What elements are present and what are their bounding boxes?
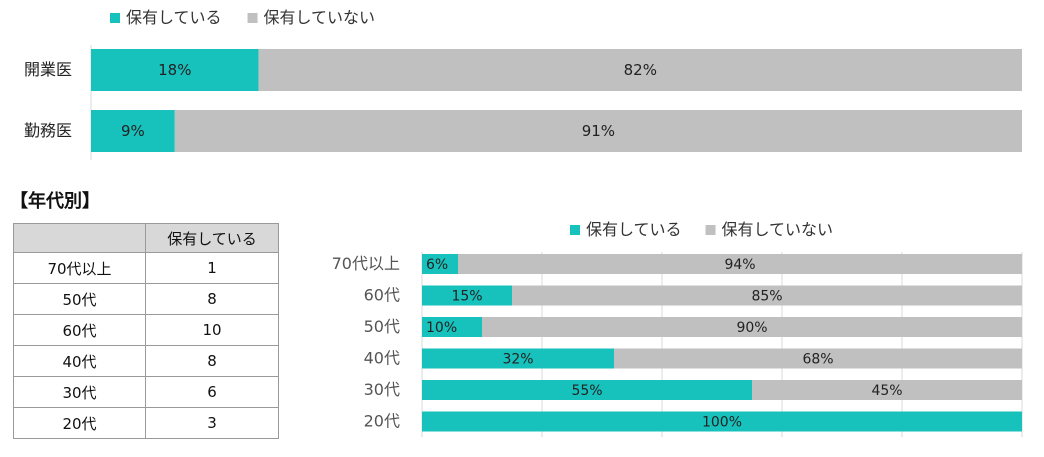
table-cell-count: 6: [145, 376, 279, 408]
legend-label: 保有していない: [722, 220, 834, 239]
section-title-age: 【年代別】: [10, 191, 100, 212]
data-label: 82%: [624, 61, 657, 79]
table-cell-age: 40代: [13, 345, 146, 377]
bar-segment: [422, 285, 512, 306]
data-label: 9%: [121, 122, 145, 140]
data-label: 100%: [702, 415, 742, 431]
table-cell-count: 10: [145, 314, 279, 346]
bar-segment: [614, 348, 1022, 369]
table-cell-age: 20代: [13, 407, 146, 439]
table-row: 20代 3: [13, 407, 279, 439]
table-row: 40代 8: [13, 345, 279, 377]
table-header-row: 保有している: [13, 223, 279, 253]
bar-segment: [422, 254, 458, 274]
table-row: 50代 8: [13, 283, 279, 315]
category-label: 30代: [364, 380, 400, 399]
data-label: 10%: [426, 320, 457, 336]
table-cell-count: 3: [145, 407, 279, 439]
category-label: 開業医: [24, 60, 72, 79]
data-label: 85%: [751, 289, 782, 305]
data-label: 94%: [724, 257, 755, 273]
bar-segment: [258, 49, 1023, 91]
table-row: 30代 6: [13, 376, 279, 408]
bar-segment: [482, 317, 1022, 337]
table-header-holding: 保有している: [145, 223, 279, 253]
bar-segment: [458, 254, 1022, 274]
bar-segment: [422, 411, 1022, 432]
category-label: 50代: [364, 317, 400, 336]
table-cell-age: 70代以上: [13, 252, 146, 284]
category-label: 70代以上: [332, 254, 400, 273]
bar-segment: [174, 110, 1023, 152]
legend-swatch: [247, 13, 258, 23]
data-label: 32%: [502, 352, 533, 368]
data-label: 15%: [451, 289, 482, 305]
bar-segment: [422, 348, 614, 369]
data-label: 90%: [736, 320, 767, 336]
legend-label: 保有していない: [264, 8, 376, 27]
bar-segment: [512, 285, 1022, 306]
data-label: 18%: [158, 61, 191, 79]
bar-segment: [91, 110, 175, 152]
legend-label: 保有している: [586, 220, 682, 239]
table-cell-count: 8: [145, 283, 279, 315]
table-cell-count: 8: [145, 345, 279, 377]
category-label: 勤務医: [24, 121, 72, 140]
bar-segment: [422, 317, 482, 337]
table-row: 60代 10: [13, 314, 279, 346]
table-cell-age: 30代: [13, 376, 146, 408]
table-cell-count: 1: [145, 252, 279, 284]
bar-segment: [91, 49, 259, 91]
data-label: 68%: [802, 352, 833, 368]
bar-segment: [752, 380, 1022, 400]
category-label: 60代: [364, 286, 400, 305]
legend-swatch: [705, 225, 716, 235]
legend-label: 保有している: [126, 8, 222, 27]
table-cell-age: 60代: [13, 314, 146, 346]
data-label: 45%: [871, 383, 902, 399]
table-cell-age: 50代: [13, 283, 146, 315]
table-header-blank: [13, 223, 146, 253]
category-label: 40代: [364, 349, 400, 368]
age-table: 保有している 70代以上 1 50代 8 60代 10 40代 8 30代 6 20代 3: [13, 223, 279, 439]
data-label: 6%: [426, 257, 448, 273]
table-row: 70代以上 1: [13, 252, 279, 284]
data-label: 91%: [582, 122, 615, 140]
data-label: 55%: [571, 383, 602, 399]
legend-swatch: [570, 225, 580, 235]
bar-segment: [422, 380, 752, 400]
legend-swatch: [110, 13, 120, 23]
category-label: 20代: [364, 412, 400, 431]
